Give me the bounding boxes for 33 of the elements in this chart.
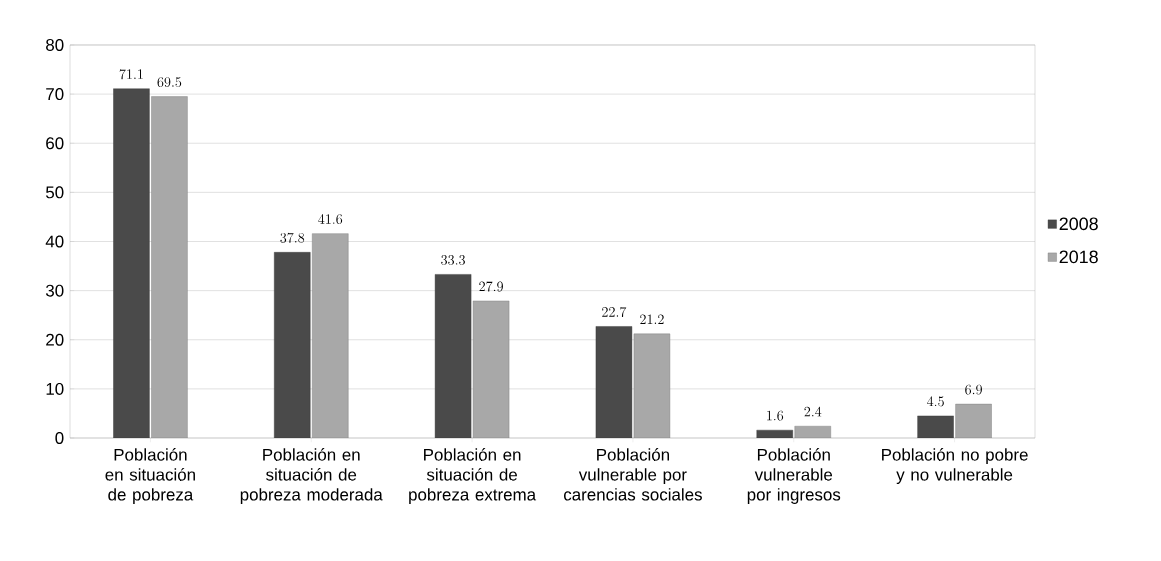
x-tick-label: Población no pobre y no vulnerable [882,448,1028,485]
y-tick-label: 70 [46,88,64,101]
x-tick-label: Población vulnerable por ingresos [747,448,841,504]
bar [274,252,311,438]
data-label: 37.8 [280,232,305,243]
data-label: 21 .2 [640,314,664,325]
bar [434,274,472,438]
x-tick-label: Población en situación de pobreza moderada [240,448,383,504]
y-tick-label: 0 [55,432,64,444]
y-tick-label: 30 [45,284,64,297]
y-tick-label: 40 [45,235,64,248]
data-label: 1 .6 [767,410,784,421]
data-label: 4.5 [927,396,944,407]
data-label: 6.9 [965,384,982,395]
x-tick-label: Población vulnerable por carencias sociales [563,448,702,501]
x-tick-label: Población en situación de pobreza [105,448,195,504]
data-label: 33.3 [441,255,465,265]
data-label: 27.9 [479,281,503,292]
y-tick-label: 60 [46,137,64,150]
bar [113,88,150,438]
y-tick-label: 20 [46,333,64,346]
y-tick-label: 50 [45,186,64,199]
y-tick-label: 80 [46,39,64,51]
data-label: 41 .6 [318,214,343,225]
data-label: 71 . 1 [119,69,143,80]
x-tick-label: Población en situación de pobreza extrema [409,448,537,504]
legend-label: 2008 [1059,217,1098,231]
data-label: 69.5 [157,77,182,88]
data-label: 22.7 [602,306,627,317]
data-label: 2.4 [804,406,822,417]
bar [595,326,633,438]
y-tick-label: 10 [46,382,64,395]
legend-label: 2018 [1059,250,1098,264]
